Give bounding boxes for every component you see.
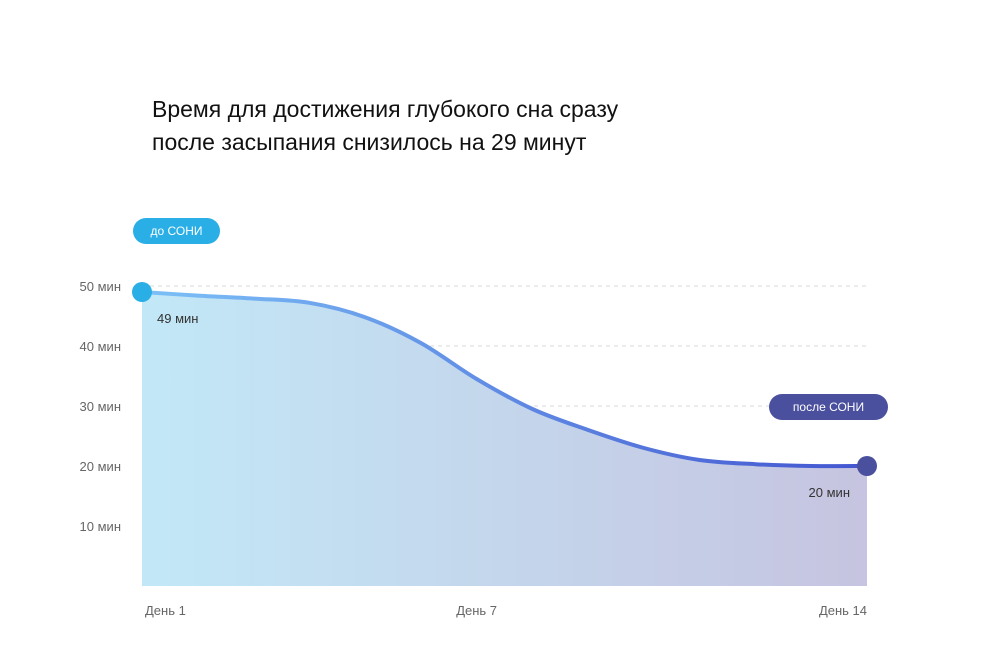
- area-fill-group: [142, 292, 867, 586]
- y-tick-label: 10 мин: [80, 519, 121, 534]
- series-line: [140, 290, 869, 469]
- chart-title-line-2: после засыпания снизилось на 29 минут: [152, 129, 587, 155]
- y-tick-label: 40 мин: [80, 339, 121, 354]
- data-label: 49 мин: [157, 311, 198, 326]
- area-fill: [142, 292, 867, 586]
- x-axis-tick-labels: День 1 День 7 День 14: [145, 603, 867, 618]
- data-labels: 49 мин 20 мин: [157, 311, 850, 500]
- before-soni-badge: до СОНИ: [133, 218, 220, 244]
- end-point-marker: [857, 456, 877, 476]
- series-line-group: [140, 290, 869, 469]
- endpoint-markers: [132, 282, 877, 476]
- x-tick-label: День 14: [819, 603, 867, 618]
- x-tick-label: День 7: [456, 603, 497, 618]
- data-label: 20 мин: [809, 485, 850, 500]
- y-tick-label: 30 мин: [80, 399, 121, 414]
- chart-title: Время для достижения глубокого сна сразу…: [152, 93, 852, 159]
- after-soni-badge: после СОНИ: [769, 394, 888, 420]
- chart-title-line-1: Время для достижения глубокого сна сразу: [152, 96, 619, 122]
- y-tick-label: 50 мин: [80, 279, 121, 294]
- y-tick-label: 20 мин: [80, 459, 121, 474]
- start-point-marker: [132, 282, 152, 302]
- y-axis-tick-labels: 10 мин 20 мин 30 мин 40 мин 50 мин: [80, 279, 121, 534]
- x-tick-label: День 1: [145, 603, 186, 618]
